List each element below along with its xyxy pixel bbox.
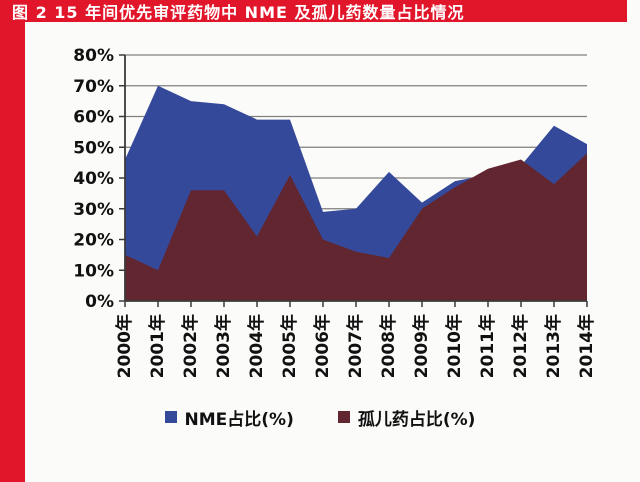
y-tick-label: 20% [73,231,114,251]
x-tick-label: 2006年 [312,314,333,378]
x-tick-label: 2010年 [444,314,465,378]
x-tick-label: 2004年 [246,314,267,378]
x-tick-label: 2007年 [345,314,366,378]
y-tick-label: 10% [73,261,114,281]
figure-title-bar: 图 2 15 年间优先审评药物中 NME 及孤儿药数量占比情况 [0,0,627,22]
x-tick-label: 2009年 [411,314,432,378]
y-tick-label: 0% [85,292,114,312]
y-tick-label: 60% [73,108,114,128]
x-tick-label: 2001年 [147,314,168,378]
orphan-drug-color-swatch [337,411,350,423]
y-tick-label: 50% [73,138,114,158]
x-tick-label: 2002年 [180,314,201,378]
y-tick-label: 40% [73,169,114,189]
y-tick-label: 70% [73,77,114,97]
area-series-1 [125,153,587,301]
x-tick-label: 2013年 [543,314,564,378]
legend-item-nme: NME占比(%) [164,405,294,430]
figure-title: 图 2 15 年间优先审评药物中 NME 及孤儿药数量占比情况 [12,3,465,22]
x-tick-label: 2011年 [477,314,498,378]
nme-color-swatch [164,411,177,423]
chart-legend: NME占比(%) 孤儿药占比(%) [0,402,640,432]
x-tick-label: 2000年 [114,314,135,378]
y-tick-label: 30% [73,200,114,220]
x-tick-label: 2003年 [213,314,234,378]
x-tick-label: 2012年 [510,314,531,378]
nme-legend-label: NME占比(%) [184,409,294,430]
x-tick-label: 2005年 [279,314,300,378]
x-tick-label: 2014年 [576,314,597,378]
x-tick-label: 2008年 [378,314,399,378]
y-tick-label: 80% [73,46,114,66]
orphan-drug-legend-label: 孤儿药占比(%) [357,409,476,430]
legend-item-orphan-drug: 孤儿药占比(%) [337,405,476,430]
red-left-strip [0,0,25,482]
